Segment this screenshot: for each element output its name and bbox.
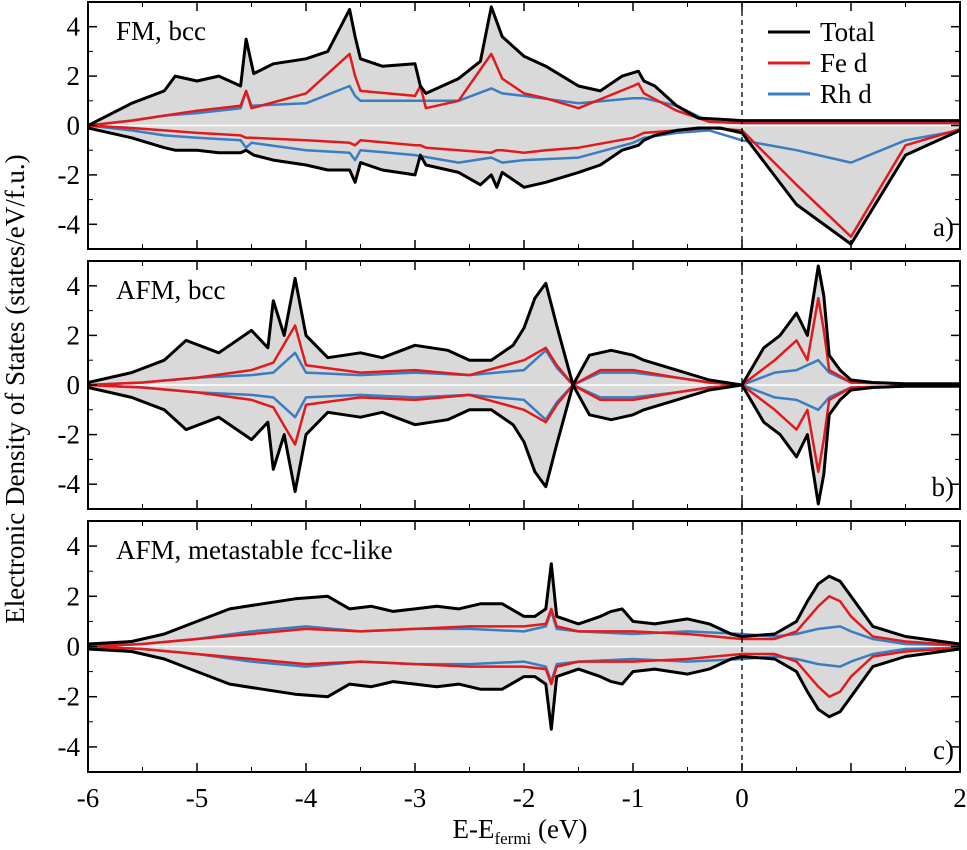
total-down-line xyxy=(88,126,960,246)
y-tick-label: 0 xyxy=(67,370,81,400)
plot-area xyxy=(88,5,960,246)
y-tick-label: -4 xyxy=(58,209,81,239)
y-tick-label: 4 xyxy=(67,531,81,561)
plot-area xyxy=(88,264,960,506)
panel-tag: c) xyxy=(933,735,954,765)
y-tick-label: 0 xyxy=(67,111,81,141)
fe-up-line xyxy=(88,595,960,648)
x-tick-label: -2 xyxy=(513,783,536,813)
y-tick-label: -4 xyxy=(58,732,81,762)
panel-title: AFM, metastable fcc-like xyxy=(116,535,393,565)
y-tick-label: -2 xyxy=(58,420,81,450)
x-tick-label: -3 xyxy=(404,783,427,813)
x-axis-label-sub: fermi xyxy=(494,829,531,848)
fe-up-line xyxy=(88,52,960,127)
panel-title: FM, bcc xyxy=(116,16,206,46)
x-tick-label: 0 xyxy=(735,783,749,813)
x-tick-label: 2 xyxy=(953,783,967,813)
x-axis-label: E-Efermi (eV) xyxy=(452,814,587,848)
total-down-line xyxy=(88,383,960,506)
y-tick-label: -4 xyxy=(58,469,81,499)
panel-tag: a) xyxy=(933,212,954,242)
plot-area xyxy=(88,562,960,731)
x-tick-label: -6 xyxy=(77,783,100,813)
y-tick-label: 2 xyxy=(67,581,81,611)
legend-label-rh: Rh d xyxy=(820,79,872,109)
y-tick-label: 2 xyxy=(67,61,81,91)
legend-label-fe: Fe d xyxy=(820,48,868,78)
total-up-line xyxy=(88,5,960,127)
x-tick-label: -5 xyxy=(186,783,209,813)
fe-down-line xyxy=(88,383,960,474)
y-tick-label: 0 xyxy=(67,632,81,662)
total-up-line xyxy=(88,562,960,646)
y-tick-label: 4 xyxy=(67,12,81,42)
y-tick-label: 4 xyxy=(67,271,81,301)
panel-3: 4 2 0 -2 -4 -6 -5 -4 -3 -2 -1 0 2 AFM, metastable fcc… xyxy=(58,520,967,813)
total-up-line xyxy=(88,264,960,387)
y-tick-label: -2 xyxy=(58,160,81,190)
total-down-line xyxy=(88,647,960,731)
y-tick-label: 2 xyxy=(67,320,81,350)
y-axis-label: Electronic Density of States (states/eV/… xyxy=(0,154,30,623)
fe-up-line xyxy=(88,296,960,387)
panel-tag: b) xyxy=(932,472,955,502)
x-tick-label: -1 xyxy=(622,783,645,813)
fe-down-line xyxy=(88,645,960,698)
y-tick-label: -2 xyxy=(58,682,81,712)
x-axis-label-tail: (eV) xyxy=(531,814,587,844)
rh-down-line xyxy=(88,124,960,164)
x-tick-label: -4 xyxy=(295,783,318,813)
panel-title: AFM, bcc xyxy=(116,275,226,305)
panel-2: 4 2 0 -2 -4 AFM, bcc b) xyxy=(58,260,961,510)
x-axis-label-main: E-E xyxy=(452,814,494,844)
legend-label-total: Total xyxy=(820,17,875,47)
